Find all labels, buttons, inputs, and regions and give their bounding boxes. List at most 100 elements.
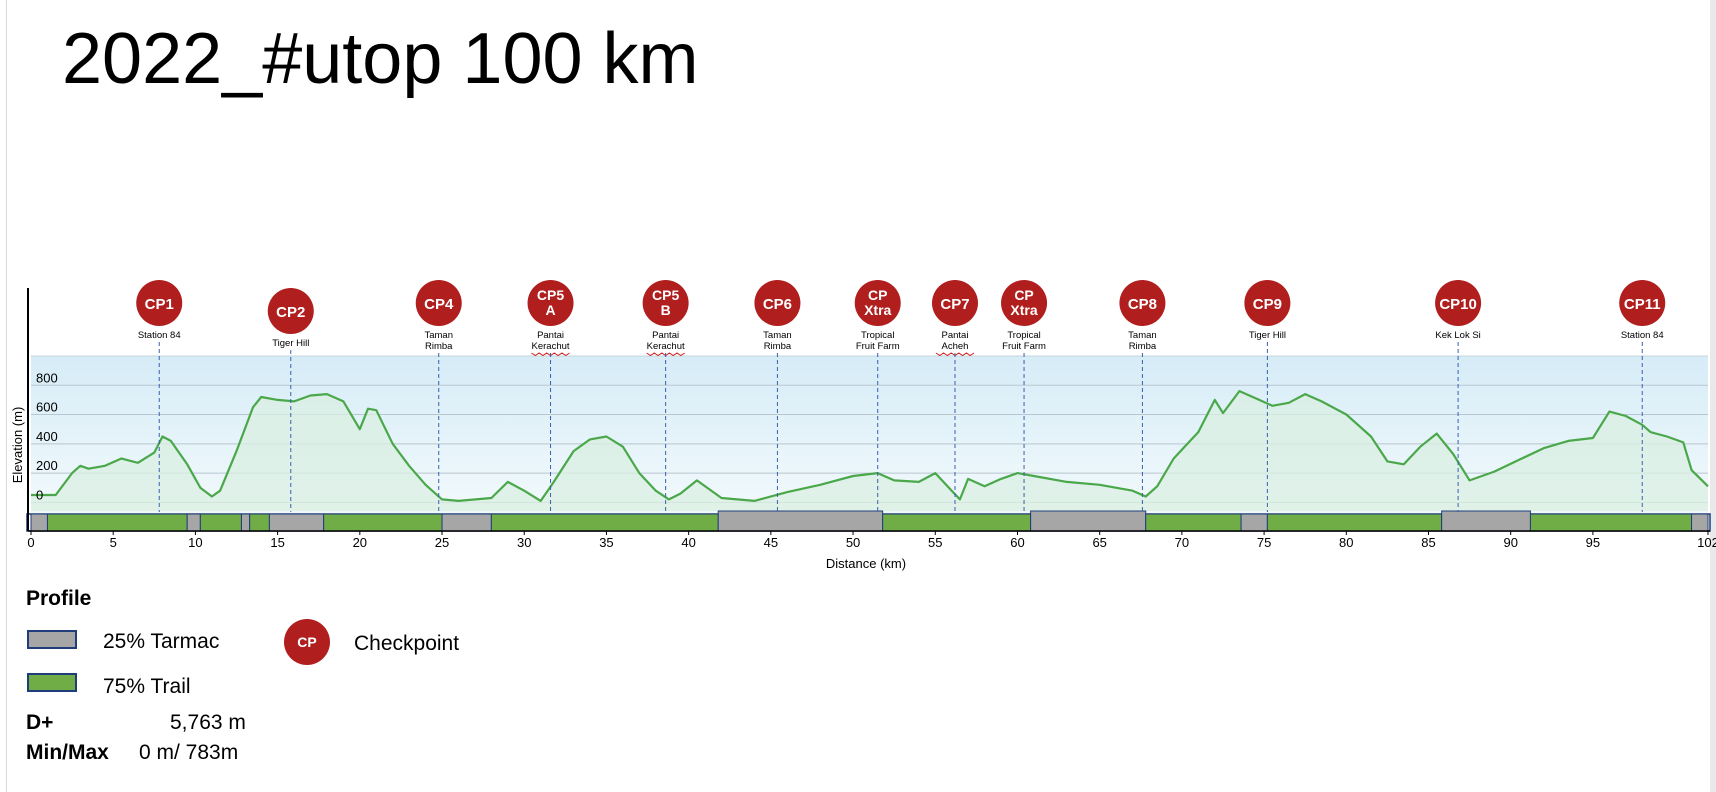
checkpoint-place: Station 84 [138, 330, 181, 341]
stat-dplus-value: 5,763 m [170, 711, 246, 734]
checkpoint-label: CP1 [145, 296, 174, 313]
checkpoint-place: Pantai [942, 330, 969, 341]
checkpoint-place: Fruit Farm [856, 341, 900, 352]
checkpoint-circle [642, 280, 689, 326]
checkpoint-circle [267, 288, 314, 334]
surface-segment-trail [199, 513, 242, 532]
surface-segment-tarmac [1441, 510, 1531, 532]
checkpoint-label: Xtra [864, 302, 891, 318]
checkpoint-circle [854, 280, 901, 326]
checkpoint-circle [1119, 280, 1166, 326]
surface-segment-trail [323, 513, 443, 532]
checkpoint-marker: CP11 Station 84 [1619, 280, 1666, 512]
x-tick-label: 15 [270, 535, 284, 550]
x-tick-label: 20 [353, 535, 367, 550]
checkpoint-place: Rimba [764, 341, 792, 352]
surface-segment-trail [46, 513, 188, 532]
checkpoint-circle [136, 280, 183, 326]
checkpoint-circle [415, 280, 462, 326]
x-tick-label: 30 [517, 535, 531, 550]
checkpoint-label: CP2 [276, 304, 305, 321]
checkpoint-place: Pantai [537, 330, 564, 341]
x-tick-label: 55 [928, 535, 942, 550]
checkpoint-place: Rimba [425, 341, 453, 352]
x-tick-label: 10 [188, 535, 202, 550]
legend-label-checkpoint: Checkpoint [354, 632, 460, 655]
checkpoint-circle [527, 280, 574, 326]
x-tick-label: 65 [1092, 535, 1106, 550]
y-tick-label: 800 [36, 370, 58, 385]
x-tick-label: 80 [1339, 535, 1353, 550]
x-tick-label: 45 [764, 535, 778, 550]
checkpoint-place: Rimba [1129, 341, 1157, 352]
surface-segment-tarmac [186, 513, 201, 532]
checkpoint-place: Tiger Hill [1249, 330, 1286, 341]
checkpoint-place: Fruit Farm [1002, 341, 1046, 352]
checkpoint-label: CP5 [652, 287, 679, 303]
x-tick-label: 60 [1010, 535, 1024, 550]
legend-label-tarmac: 25% Tarmac [103, 630, 220, 653]
surface-segment-trail [882, 513, 1032, 532]
surface-segment-trail [1145, 513, 1242, 532]
checkpoint-place: Kerachut [647, 341, 685, 352]
checkpoint-circle [1619, 280, 1666, 326]
stat-dplus-key: D+ [26, 711, 54, 734]
elevation-area [31, 391, 1708, 512]
slide-right-edge [1710, 0, 1716, 792]
surface-segment-tarmac [1030, 510, 1147, 532]
surface-segment-trail [1266, 513, 1443, 532]
x-tick-label: 85 [1421, 535, 1435, 550]
checkpoint-circle [1435, 280, 1482, 326]
checkpoint-label: Xtra [1010, 302, 1037, 318]
elevation-line [31, 390, 1709, 502]
surface-segment-tarmac [268, 513, 325, 532]
checkpoint-label: CP [868, 287, 887, 303]
checkpoint-label: CP [1014, 287, 1033, 303]
checkpoint-label: CP9 [1253, 296, 1282, 313]
x-tick-label: 50 [846, 535, 860, 550]
checkpoint-marker: CP9 Tiger Hill [1244, 280, 1291, 512]
checkpoint-place: Acheh [942, 341, 969, 352]
x-tick-label: 102 [1697, 535, 1716, 550]
x-tick-label: 35 [599, 535, 613, 550]
surface-segment-trail [490, 513, 719, 532]
checkpoint-circle [1244, 280, 1291, 326]
x-tick-label: 95 [1586, 535, 1600, 550]
checkpoint-place: Tiger Hill [272, 338, 309, 349]
legend-swatch-tarmac [27, 630, 77, 649]
x-tick-label: 0 [27, 535, 34, 550]
surface-segment-trail [1529, 513, 1693, 532]
checkpoint-marker: CP1 Station 84 [136, 280, 183, 512]
checkpoint-label: CP11 [1624, 296, 1661, 313]
y-axis-label: Elevation (m) [10, 407, 25, 484]
x-tick-label: 5 [110, 535, 117, 550]
y-tick-label: 400 [36, 429, 58, 444]
page-title: 2022_#utop 100 km [62, 19, 699, 99]
stat-minmax-key: Min/Max [26, 741, 109, 764]
surface-segment-tarmac [1691, 513, 1709, 532]
x-tick-label: 25 [435, 535, 449, 550]
checkpoint-circle [931, 280, 978, 326]
y-tick-label: 200 [36, 458, 58, 473]
surface-segment-tarmac [30, 513, 48, 532]
surface-segment-tarmac [441, 513, 492, 532]
checkpoint-place: Taman [424, 330, 453, 341]
checkpoint-place: Tropical [1007, 330, 1040, 341]
x-tick-label: 75 [1257, 535, 1271, 550]
legend-swatch-trail [27, 673, 77, 692]
stat-minmax-value: 0 m/ 783m [139, 741, 239, 764]
x-tick-label: 40 [681, 535, 695, 550]
y-tick-label: 0 [36, 487, 43, 502]
surface-segment-trail [249, 513, 270, 532]
checkpoint-label: CP7 [940, 296, 969, 313]
checkpoint-place: Tropical [861, 330, 894, 341]
surface-segment-tarmac [240, 513, 251, 532]
checkpoint-label: CP8 [1128, 296, 1157, 313]
